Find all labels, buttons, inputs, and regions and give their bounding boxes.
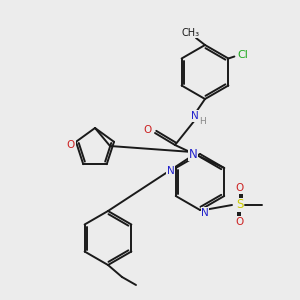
Text: CH₃: CH₃ [182, 28, 200, 38]
Text: O: O [236, 183, 244, 193]
Text: H: H [200, 116, 206, 125]
Text: N: N [191, 111, 199, 121]
Text: S: S [236, 199, 244, 212]
Text: N: N [189, 148, 197, 160]
Text: O: O [67, 140, 75, 150]
Text: N: N [167, 166, 175, 176]
Text: N: N [201, 208, 209, 218]
Text: O: O [236, 217, 244, 227]
Text: Cl: Cl [237, 50, 248, 59]
Text: O: O [144, 125, 152, 135]
